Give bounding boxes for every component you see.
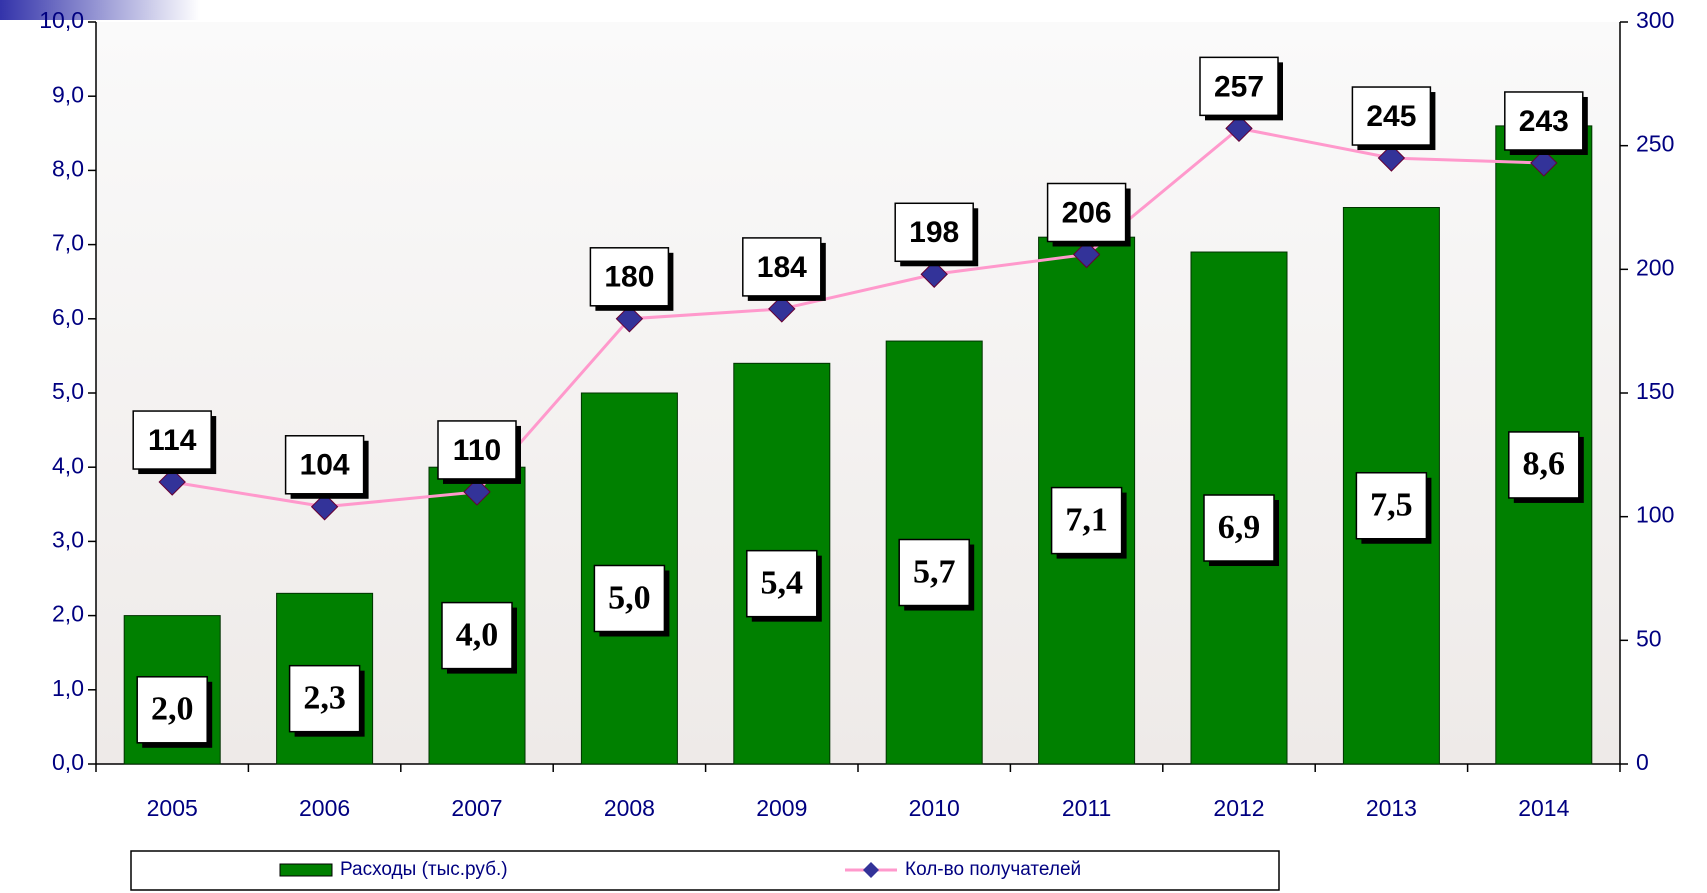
- line-value-label: 104: [300, 449, 350, 482]
- bar-value-label: 7,5: [1370, 487, 1413, 524]
- line-value-label: 198: [909, 216, 959, 249]
- legend-label: Расходы (тыс.руб.): [340, 859, 508, 880]
- legend-label: Кол-во получателей: [905, 859, 1081, 880]
- line-value-label: 114: [148, 424, 197, 457]
- line-value-label: 184: [757, 251, 807, 284]
- x-tick-label: 2006: [299, 795, 350, 821]
- line-value-label: 206: [1062, 196, 1112, 229]
- y2-tick-label: 0: [1636, 749, 1649, 775]
- y2-tick-label: 200: [1636, 254, 1674, 280]
- x-tick-label: 2012: [1213, 795, 1264, 821]
- y-tick-label: 1,0: [52, 675, 84, 701]
- y-tick-label: 10,0: [39, 7, 84, 33]
- x-tick-label: 2005: [147, 795, 198, 821]
- y2-tick-label: 150: [1636, 378, 1674, 404]
- bar-value-label: 5,0: [608, 579, 651, 616]
- x-tick-label: 2013: [1366, 795, 1417, 821]
- x-tick-label: 2009: [756, 795, 807, 821]
- y-tick-label: 9,0: [52, 81, 84, 107]
- bar-value-label: 7,1: [1065, 501, 1108, 538]
- bar-value-label: 5,4: [761, 564, 804, 601]
- y-tick-label: 3,0: [52, 526, 84, 552]
- line-value-label: 257: [1214, 70, 1264, 103]
- bar-value-label: 2,0: [151, 691, 194, 728]
- y-tick-label: 0,0: [52, 749, 84, 775]
- y-tick-label: 6,0: [52, 304, 84, 330]
- y-tick-label: 8,0: [52, 155, 84, 181]
- corner-decoration: [0, 0, 200, 20]
- bar-value-label: 8,6: [1523, 446, 1566, 483]
- y-tick-label: 2,0: [52, 601, 84, 627]
- x-tick-label: 2007: [451, 795, 502, 821]
- legend-swatch: [280, 864, 332, 876]
- y2-tick-label: 50: [1636, 625, 1662, 651]
- line-value-label: 243: [1519, 105, 1569, 138]
- chart: 0,0 1,0 2,0 3,0 4,0 5,0 6,0 7,0 8,0 9,0 10,0 0 50 100…: [0, 0, 1707, 893]
- x-tick-label: 2008: [604, 795, 655, 821]
- y2-tick-label: 300: [1636, 7, 1674, 33]
- x-tick-label: 2011: [1062, 795, 1111, 821]
- bar-value-label: 6,9: [1218, 509, 1261, 546]
- bar-value-label: 2,3: [303, 679, 346, 716]
- bar-value-label: 4,0: [456, 616, 499, 653]
- line-value-label: 180: [604, 261, 654, 294]
- bar-value-label: 5,7: [913, 553, 956, 590]
- y2-tick-label: 100: [1636, 502, 1674, 528]
- y-tick-label: 5,0: [52, 378, 84, 404]
- y-tick-label: 7,0: [52, 230, 84, 256]
- y-tick-label: 4,0: [52, 452, 84, 478]
- x-tick-label: 2014: [1518, 795, 1569, 821]
- line-value-label: 110: [453, 434, 501, 467]
- line-value-label: 245: [1366, 100, 1416, 133]
- y2-tick-label: 250: [1636, 131, 1674, 157]
- x-tick-label: 2010: [909, 795, 960, 821]
